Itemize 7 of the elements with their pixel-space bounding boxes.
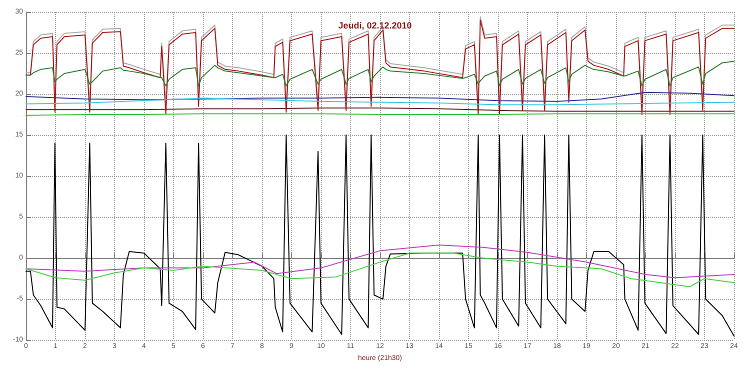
line-series xyxy=(26,252,734,288)
line-series xyxy=(26,244,734,278)
line-series xyxy=(26,60,734,86)
text: Jeudi, 02.12.2010 xyxy=(338,20,412,30)
line-series xyxy=(26,98,734,106)
line-series xyxy=(26,134,734,336)
line-series xyxy=(26,92,734,102)
